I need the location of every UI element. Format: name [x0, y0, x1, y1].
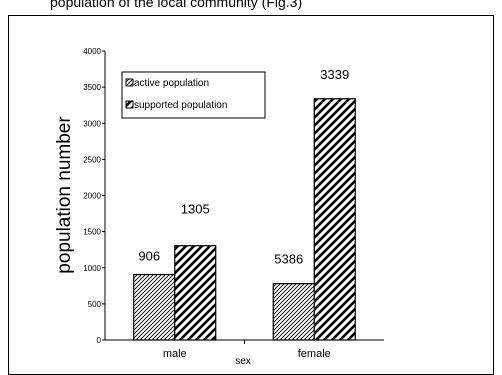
bar-supported-male — [174, 245, 217, 341]
legend-swatch-active — [125, 78, 134, 87]
y-axis-label: population number — [54, 116, 75, 274]
y-tick-label: 500 — [88, 300, 102, 309]
data-labels: 906 1305 5386 3339 — [138, 67, 349, 267]
bars — [133, 98, 356, 341]
category-label: male — [163, 348, 187, 360]
y-tick-label: 2500 — [83, 155, 101, 164]
category-label: female — [298, 348, 331, 360]
axes: 0 500 1000 1500 2000 2500 3000 3500 4000 male fema… — [83, 47, 384, 360]
legend-label-supported: supported population — [134, 100, 227, 111]
bar-supported-female — [313, 98, 356, 341]
data-label: 3339 — [320, 67, 349, 82]
y-tick-label: 2000 — [83, 192, 101, 201]
bar-active-female — [272, 283, 315, 341]
y-tick-label: 1000 — [83, 264, 101, 273]
data-label: 5386 — [274, 252, 303, 267]
y-tick-label: 3000 — [83, 119, 101, 128]
y-tick-label: 1500 — [83, 228, 101, 237]
y-tick-label: 3500 — [83, 83, 101, 92]
bar-chart: 0 500 1000 1500 2000 2500 3000 3500 4000 male fema… — [54, 47, 384, 367]
bar-active-male — [133, 273, 176, 341]
data-label: 906 — [138, 249, 160, 264]
caption-fragment: population of the local community (Fig.3… — [0, 0, 502, 12]
legend-label-active: active population — [134, 78, 209, 89]
caption-text: population of the local community (Fig.3… — [50, 0, 303, 10]
legend-swatch-supported — [125, 100, 134, 109]
x-axis-label: sex — [235, 356, 251, 367]
legend: active population supported population — [121, 71, 266, 119]
legend-box — [121, 71, 266, 119]
y-tick-label: 4000 — [83, 47, 101, 56]
y-tick-label: 0 — [97, 336, 102, 345]
data-label: 1305 — [181, 202, 210, 217]
